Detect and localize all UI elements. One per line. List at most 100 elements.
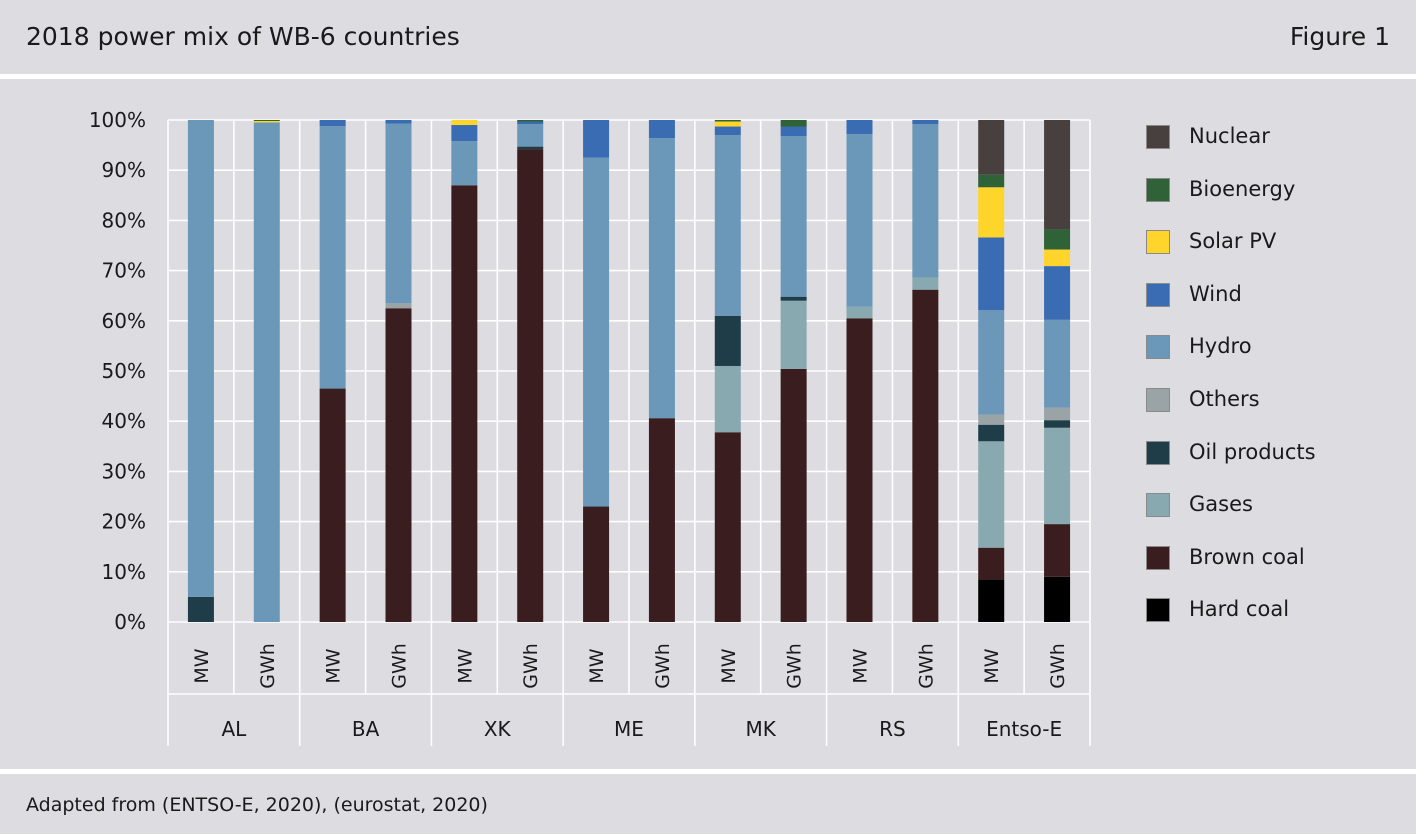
bar-segment-bioenergy <box>978 174 1005 188</box>
bar-segment-gases <box>1044 427 1071 525</box>
y-tick-label: 20% <box>102 510 146 534</box>
bar-segment-others <box>385 303 412 309</box>
figure-label: Figure 1 <box>1289 22 1390 51</box>
bar-segment-gases <box>846 306 873 319</box>
y-tick-label: 60% <box>102 309 146 333</box>
bar-segment-brown-coal <box>451 185 478 622</box>
unit-label: GWh <box>784 643 806 689</box>
bar-segment-oil-products <box>517 146 544 150</box>
legend-item: Nuclear <box>1146 120 1396 173</box>
legend-label: Oil products <box>1189 439 1316 464</box>
y-tick-label: 100% <box>89 108 146 132</box>
bar-segment-hydro <box>451 141 478 186</box>
bar-segment-others <box>1044 407 1071 421</box>
bar-segment-hydro <box>1044 319 1071 408</box>
bar-segment-solar-pv <box>253 121 280 123</box>
legend-swatch <box>1146 387 1170 412</box>
unit-label: GWh <box>1047 643 1069 689</box>
group-label: AL <box>221 717 247 741</box>
legend-item: Hard coal <box>1146 593 1396 646</box>
legend-item: Bioenergy <box>1146 173 1396 226</box>
unit-label: MW <box>191 648 213 683</box>
bar-segment-solar-pv <box>1044 249 1071 267</box>
unit-label: MW <box>718 648 740 683</box>
bar-segment-gases <box>780 300 807 369</box>
unit-label: MW <box>981 648 1003 683</box>
bar-segment-nuclear <box>1044 120 1071 230</box>
bar-segment-bioenergy <box>1044 229 1071 250</box>
bar-segment-wind <box>714 126 741 136</box>
legend-label: Brown coal <box>1189 544 1305 569</box>
chart-legend: Nuclear Bioenergy Solar PV Wind Hydro Others O… <box>1146 120 1396 646</box>
bar-segment-brown-coal <box>648 418 675 622</box>
bar-segment-brown-coal <box>912 289 939 622</box>
header: 2018 power mix of WB-6 countries Figure … <box>0 0 1416 74</box>
bar-segment-brown-coal <box>714 432 741 622</box>
unit-label: GWh <box>520 643 542 689</box>
bar-segment-brown-coal <box>385 308 412 622</box>
legend-item: Others <box>1146 383 1396 436</box>
unit-label: MW <box>850 648 872 683</box>
legend-label: Nuclear <box>1189 124 1270 148</box>
bar-segment-hard-coal <box>978 579 1005 622</box>
bar-segment-wind <box>319 120 346 127</box>
chart-title: 2018 power mix of WB-6 countries <box>26 22 460 51</box>
y-tick-label: 50% <box>102 359 146 383</box>
header-divider <box>0 74 1416 79</box>
y-tick-label: 70% <box>102 259 146 283</box>
legend-swatch <box>1146 440 1170 465</box>
bar-segment-wind <box>912 120 939 125</box>
bar-segment-oil-products <box>1044 420 1071 428</box>
footer-divider <box>0 769 1416 774</box>
bar-segment-wind <box>451 125 478 142</box>
bar-segment-solar-pv <box>714 121 741 127</box>
bar-segment-brown-coal <box>846 318 873 622</box>
unit-label: MW <box>586 648 608 683</box>
bar-segment-bioenergy <box>517 120 544 122</box>
bar-segment-wind <box>517 121 544 125</box>
legend-item: Gases <box>1146 488 1396 541</box>
legend-label: Wind <box>1189 281 1242 306</box>
bar-segment-hydro <box>583 157 610 507</box>
legend-swatch <box>1146 493 1170 518</box>
bar-segment-hydro <box>648 138 675 419</box>
group-label: ME <box>614 717 644 741</box>
bar-segment-bioenergy <box>253 120 280 122</box>
bar-segment-gases <box>714 365 741 433</box>
bar-segment-oil-products <box>187 596 214 622</box>
group-label: Entso-E <box>986 717 1062 741</box>
legend-label: Hydro <box>1189 334 1252 359</box>
bar-segment-bioenergy <box>780 120 807 127</box>
bar-segment-wind <box>385 120 412 124</box>
source-note: Adapted from (ENTSO-E, 2020), (eurostat,… <box>26 794 488 816</box>
legend-item: Oil products <box>1146 436 1396 489</box>
bar-segment-others <box>978 414 1005 425</box>
legend-label: Solar PV <box>1189 229 1277 254</box>
bar-segment-solar-pv <box>451 120 478 126</box>
bar-segment-brown-coal <box>319 388 346 622</box>
legend-label: Bioenergy <box>1189 176 1296 201</box>
legend-item: Wind <box>1146 278 1396 331</box>
legend-swatch <box>1146 545 1170 570</box>
bar-segment-hydro <box>319 126 346 389</box>
y-tick-label: 10% <box>102 560 146 584</box>
legend-label: Hard coal <box>1189 597 1290 622</box>
legend-swatch <box>1146 177 1170 202</box>
group-label: BA <box>352 717 380 741</box>
bar-segment-wind <box>846 120 873 135</box>
bar-segment-gases <box>912 277 939 290</box>
y-tick-label: 30% <box>102 459 146 483</box>
legend-label: Gases <box>1189 492 1253 517</box>
bar-segment-wind <box>583 120 610 158</box>
legend-swatch <box>1146 598 1170 623</box>
bar-segment-wind <box>648 120 675 139</box>
bar-segment-hard-coal <box>1044 576 1071 622</box>
legend-item: Solar PV <box>1146 225 1396 278</box>
unit-label: GWh <box>652 643 674 689</box>
y-tick-label: 80% <box>102 208 146 232</box>
y-tick-label: 40% <box>102 409 146 433</box>
bar-segment-brown-coal <box>780 368 807 622</box>
y-tick-label: 0% <box>114 610 146 634</box>
legend-label: Others <box>1189 386 1260 411</box>
